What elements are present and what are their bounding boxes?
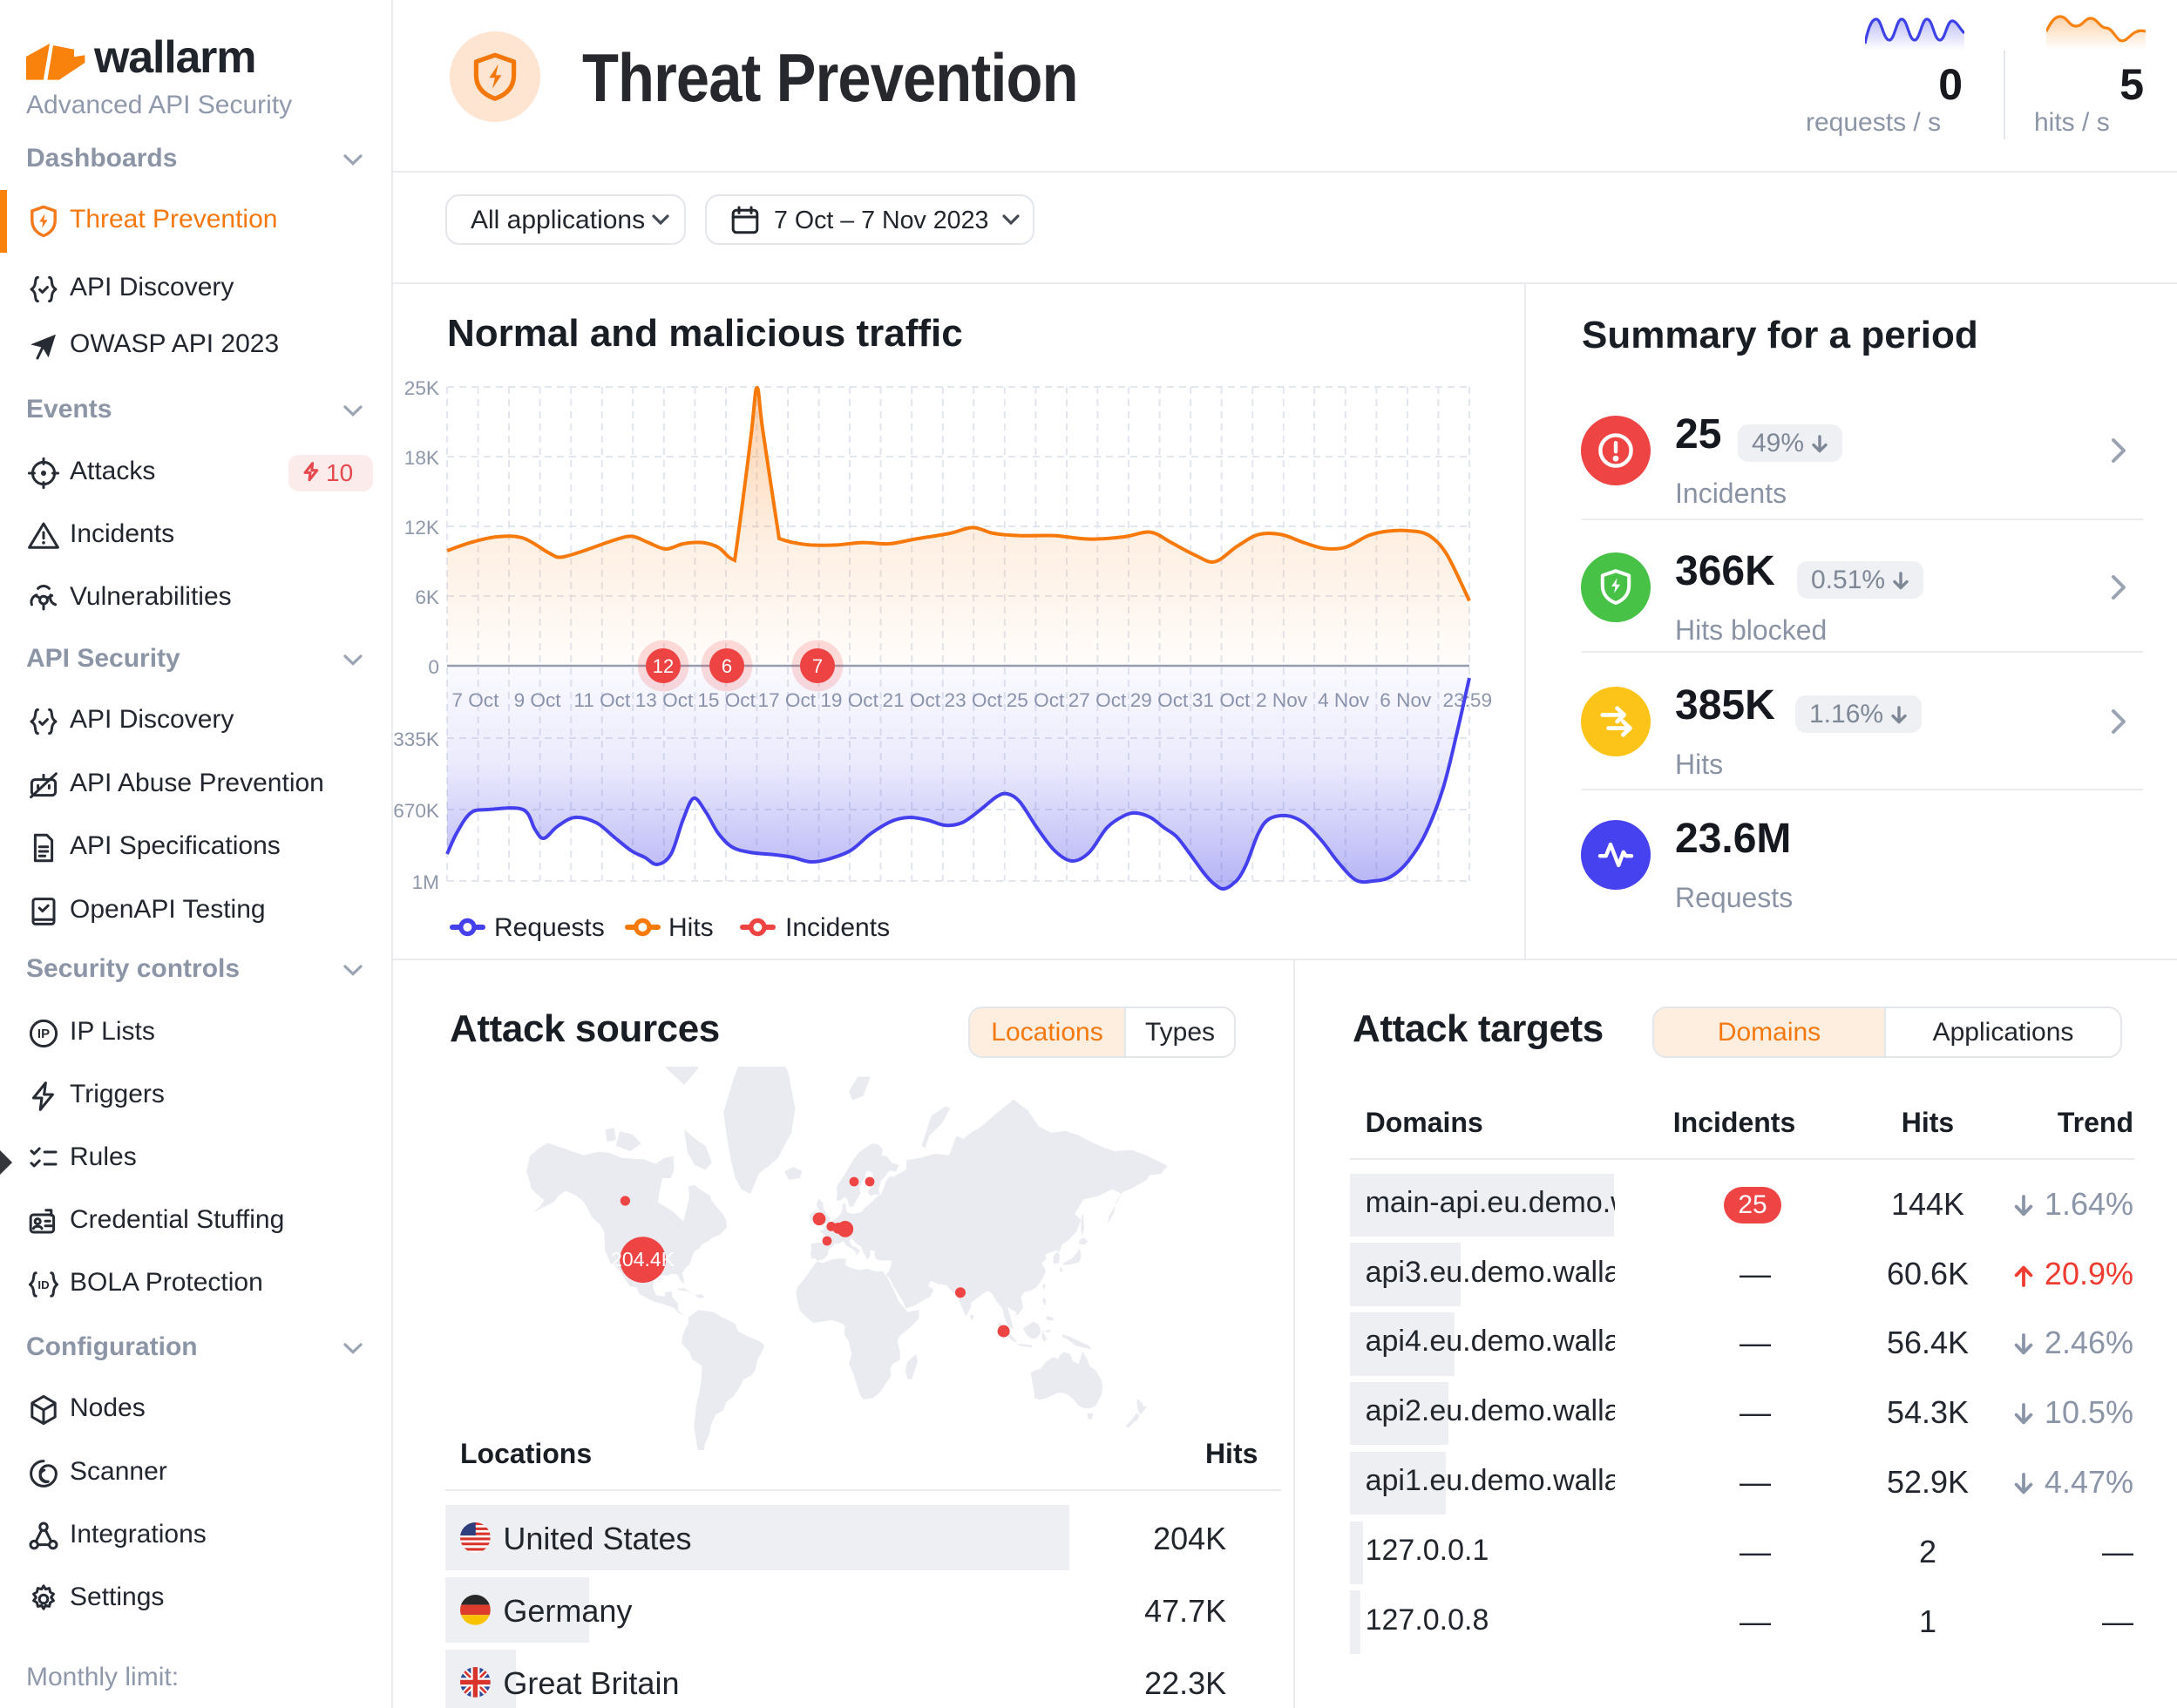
- svg-text:6K: 6K: [415, 586, 439, 608]
- svg-text:IP: IP: [37, 1027, 50, 1041]
- svg-text:Requests: Requests: [494, 913, 605, 942]
- svg-text:Hits: Hits: [668, 913, 714, 942]
- svg-text:0: 0: [428, 656, 439, 678]
- svg-text:7: 7: [812, 655, 823, 677]
- svg-text:12K: 12K: [404, 517, 439, 539]
- svg-text:18K: 18K: [404, 447, 439, 469]
- svg-text:204.4K: 204.4K: [611, 1248, 675, 1271]
- svg-text:12: 12: [653, 655, 674, 677]
- svg-text:670K: 670K: [393, 800, 439, 822]
- svg-text:Incidents: Incidents: [785, 913, 890, 942]
- svg-text:6: 6: [722, 655, 732, 677]
- svg-text:335K: 335K: [393, 729, 439, 750]
- svg-text:ID: ID: [37, 1278, 49, 1291]
- svg-text:1M: 1M: [412, 871, 439, 893]
- svg-text:25K: 25K: [404, 377, 439, 399]
